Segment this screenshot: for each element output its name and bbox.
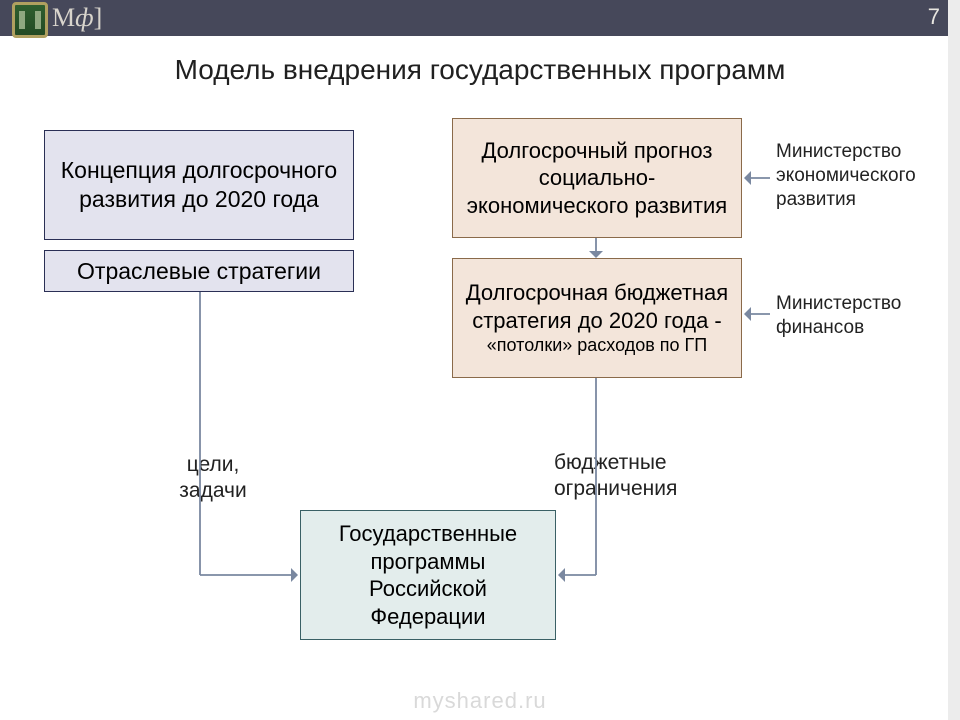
logo-phi: ф	[75, 3, 93, 32]
node-programs-text: Государственные программы Российской Фед…	[309, 520, 547, 630]
label-ministry-econ: Министерство экономического развития	[776, 140, 951, 211]
label-budget-limits-text: бюджетные ограничения	[554, 451, 677, 500]
crest-icon	[12, 2, 48, 38]
node-budget-line1: Долгосрочная бюджетная стратегия до 2020…	[461, 279, 733, 334]
logo-bracket: ]	[94, 3, 103, 32]
node-concept-text: Концепция долгосрочного развития до 2020…	[53, 156, 345, 214]
label-budget-limits: бюджетные ограничения	[554, 450, 724, 503]
header-bar	[0, 0, 960, 36]
node-forecast: Долгосрочный прогноз социально-экономиче…	[452, 118, 742, 238]
node-concept: Концепция долгосрочного развития до 2020…	[44, 130, 354, 240]
node-programs: Государственные программы Российской Фед…	[300, 510, 556, 640]
label-goals: цели, задачи	[158, 452, 268, 505]
node-sector-text: Отраслевые стратегии	[77, 257, 321, 286]
page-number: 7	[928, 4, 940, 30]
node-budget-strategy: Долгосрочная бюджетная стратегия до 2020…	[452, 258, 742, 378]
logo-text: Мф]	[52, 3, 102, 33]
watermark: myshared.ru	[0, 688, 960, 720]
logo-M: М	[52, 3, 75, 32]
node-sector-strategies: Отраслевые стратегии	[44, 250, 354, 292]
slide-title: Модель внедрения государственных програм…	[0, 54, 960, 86]
label-ministry-fin: Министерство финансов	[776, 292, 951, 340]
node-budget-line2: «потолки» расходов по ГП	[487, 334, 707, 357]
side-strip	[948, 0, 960, 720]
logo	[2, 2, 58, 54]
node-forecast-text: Долгосрочный прогноз социально-экономиче…	[461, 137, 733, 220]
label-goals-text: цели, задачи	[179, 453, 246, 502]
